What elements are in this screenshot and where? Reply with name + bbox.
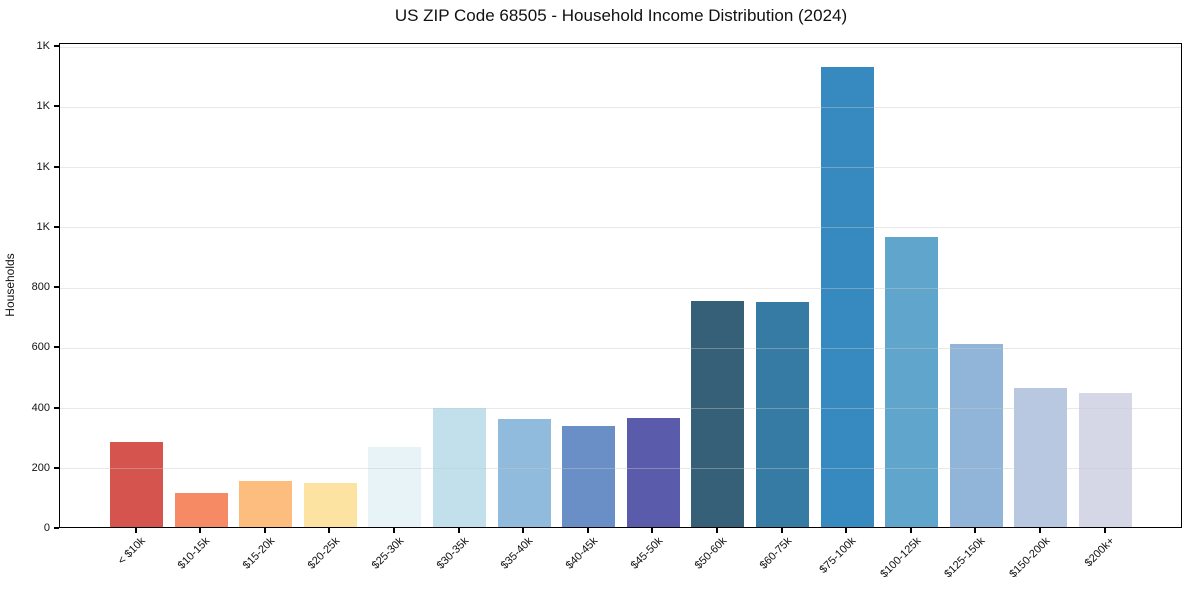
y-tick-label: 200 <box>31 461 50 474</box>
y-tick-label: 800 <box>31 281 50 293</box>
x-tick <box>392 528 395 533</box>
gridline-800 <box>60 287 1181 289</box>
x-tick-label: $35-40k <box>498 535 536 572</box>
bar-$30-35k <box>433 407 486 527</box>
y-tick-label: 1K <box>36 160 50 173</box>
bar-$150-200k <box>1014 388 1068 527</box>
bar-$100-125k <box>885 236 939 527</box>
gridline-1600 <box>60 46 1181 48</box>
y-tick-label: 1K <box>36 100 50 113</box>
x-tick <box>134 528 137 533</box>
x-tick-label: < $10k <box>115 535 148 568</box>
y-tick <box>54 45 59 47</box>
x-tick <box>522 528 525 533</box>
y-tick-label: 1K <box>36 220 50 233</box>
x-tick <box>263 528 266 533</box>
bar-$10-15k <box>174 493 228 527</box>
bar-$15-20k <box>239 480 293 527</box>
x-tick-label: $100-125k <box>877 535 924 581</box>
bar-$60-75k <box>756 301 809 527</box>
gridline-600 <box>60 347 1181 349</box>
bar-$25-30k <box>368 446 422 527</box>
x-tick <box>1038 528 1041 533</box>
bar-$125-150k <box>949 344 1003 527</box>
y-tick <box>54 225 59 228</box>
y-tick <box>54 406 59 409</box>
bar-$40-45k <box>562 426 616 527</box>
y-tick <box>54 346 59 349</box>
x-tick-label: $45-50k <box>628 535 665 572</box>
x-tick-label: $75-100k <box>817 535 859 576</box>
x-tick <box>909 528 912 533</box>
y-tick <box>54 165 59 168</box>
y-tick-label: 400 <box>31 401 50 414</box>
x-tick <box>199 528 202 533</box>
y-axis-label: Households <box>3 253 17 317</box>
bar-< $10k <box>110 441 163 527</box>
x-tick <box>715 528 718 533</box>
x-tick-label: $40-45k <box>563 535 601 572</box>
y-tick-label: 600 <box>31 341 50 354</box>
bar-$75-100k <box>820 67 874 527</box>
x-tick-label: $50-60k <box>692 535 730 572</box>
gridline-200 <box>60 468 1181 470</box>
x-tick <box>457 528 460 533</box>
x-tick-label: $60-75k <box>757 535 794 572</box>
x-tick-label: $200k+ <box>1082 535 1117 570</box>
plot-area <box>59 43 1182 528</box>
x-tick <box>1103 528 1106 533</box>
x-tick <box>780 528 783 533</box>
x-tick <box>586 528 589 533</box>
x-tick-label: $30-35k <box>434 535 471 572</box>
y-tick <box>54 466 59 469</box>
bar-$45-50k <box>626 417 680 527</box>
y-tick-label: 0 <box>43 522 50 534</box>
bar-$50-60k <box>691 301 745 527</box>
gridline-1000 <box>60 227 1181 229</box>
x-tick-label: $20-25k <box>305 535 342 572</box>
bar-$200k+ <box>1079 392 1132 527</box>
gridline-1200 <box>60 167 1181 168</box>
y-tick <box>54 527 59 529</box>
chart-title: US ZIP Code 68505 - Household Income Dis… <box>394 6 848 25</box>
y-tick <box>54 105 59 108</box>
x-tick <box>328 528 331 533</box>
bar-$35-40k <box>497 418 551 527</box>
x-tick-label: $10-15k <box>175 535 213 572</box>
y-tick-label: 1K <box>36 40 50 52</box>
bar-$20-25k <box>303 483 357 527</box>
x-tick <box>974 528 977 533</box>
gridline-400 <box>60 408 1181 409</box>
x-tick-label: $15-20k <box>240 535 278 572</box>
gridline-1400 <box>60 106 1181 108</box>
x-tick-label: $25-30k <box>369 535 407 572</box>
x-tick-label: $125-150k <box>942 535 988 581</box>
y-tick <box>54 286 59 288</box>
x-tick <box>651 528 654 533</box>
x-tick-label: $150-200k <box>1007 535 1053 581</box>
x-tick <box>845 528 848 533</box>
